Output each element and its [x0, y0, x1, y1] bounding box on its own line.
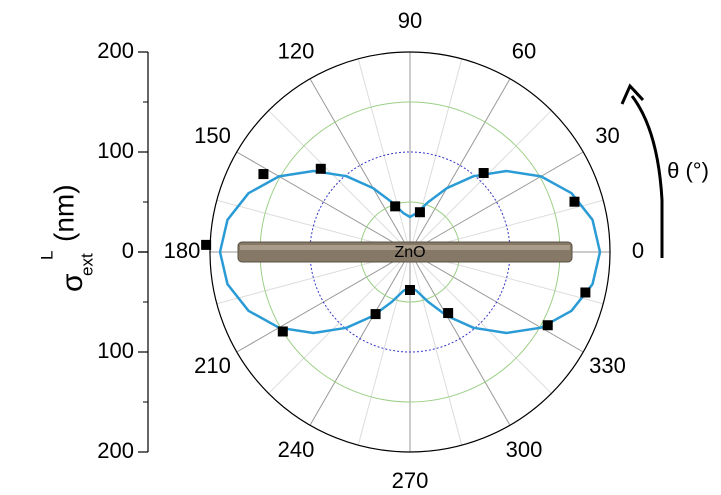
y-axis-title: σ L ext (nm): [37, 184, 96, 292]
r-tick-label: 100: [97, 138, 134, 163]
minor-spoke: [409, 251, 552, 394]
angular-tick-label: 180: [164, 238, 201, 263]
angular-tick-label: 90: [398, 8, 422, 33]
angular-tick-label: 330: [589, 353, 626, 378]
angular-tick-label: 270: [392, 468, 429, 493]
minor-spoke: [357, 251, 411, 446]
polar-plot: 0 30 60 90 120 150 180 210 240 270 300 330 ZnO: [164, 8, 644, 493]
data-point: [580, 287, 591, 298]
minor-spoke: [409, 251, 463, 446]
angular-tick-label: 120: [278, 39, 315, 64]
zno-rod-highlight: [240, 245, 570, 250]
angular-tick-label: 150: [194, 123, 231, 148]
r-tick-label: 100: [97, 338, 134, 363]
angular-grid-line: [409, 78, 511, 253]
y-label-unit: (nm): [48, 184, 79, 242]
data-point: [478, 168, 489, 179]
outer-circle: [209, 51, 611, 453]
data-point: [390, 201, 401, 212]
angular-tick-label: 60: [512, 39, 536, 64]
data-point: [370, 309, 381, 320]
data-point: [405, 285, 415, 295]
data-point: [414, 207, 425, 218]
data-point: [569, 196, 580, 207]
y-label-symbol: σ: [56, 273, 89, 292]
angular-tick-label: 30: [595, 123, 619, 148]
y-label-subscript: ext: [77, 253, 96, 276]
data-point: [542, 320, 553, 331]
rotation-arrow: [630, 95, 664, 258]
r-tick-label: 200: [97, 438, 134, 463]
data-point: [315, 163, 326, 174]
minor-spoke: [268, 251, 411, 394]
r-tick-label: 0: [122, 238, 134, 263]
angular-tick-label: 300: [506, 437, 543, 462]
angular-tick-label: 210: [194, 353, 231, 378]
data-point: [258, 169, 269, 180]
annotation: θ (°): [667, 158, 709, 183]
angular-grid-line: [409, 151, 584, 253]
rotation-arrow-head: [620, 83, 645, 105]
angular-tick-label: 0: [632, 238, 644, 263]
rod-label: ZnO: [394, 244, 425, 261]
angular-grid-line: [309, 78, 411, 253]
data-point: [277, 326, 288, 337]
angular-tick-label: 240: [278, 437, 315, 462]
y-label-superscript: L: [37, 251, 56, 260]
data-point: [443, 308, 454, 319]
r-tick-label: 200: [97, 38, 134, 63]
data-point: [201, 239, 212, 250]
